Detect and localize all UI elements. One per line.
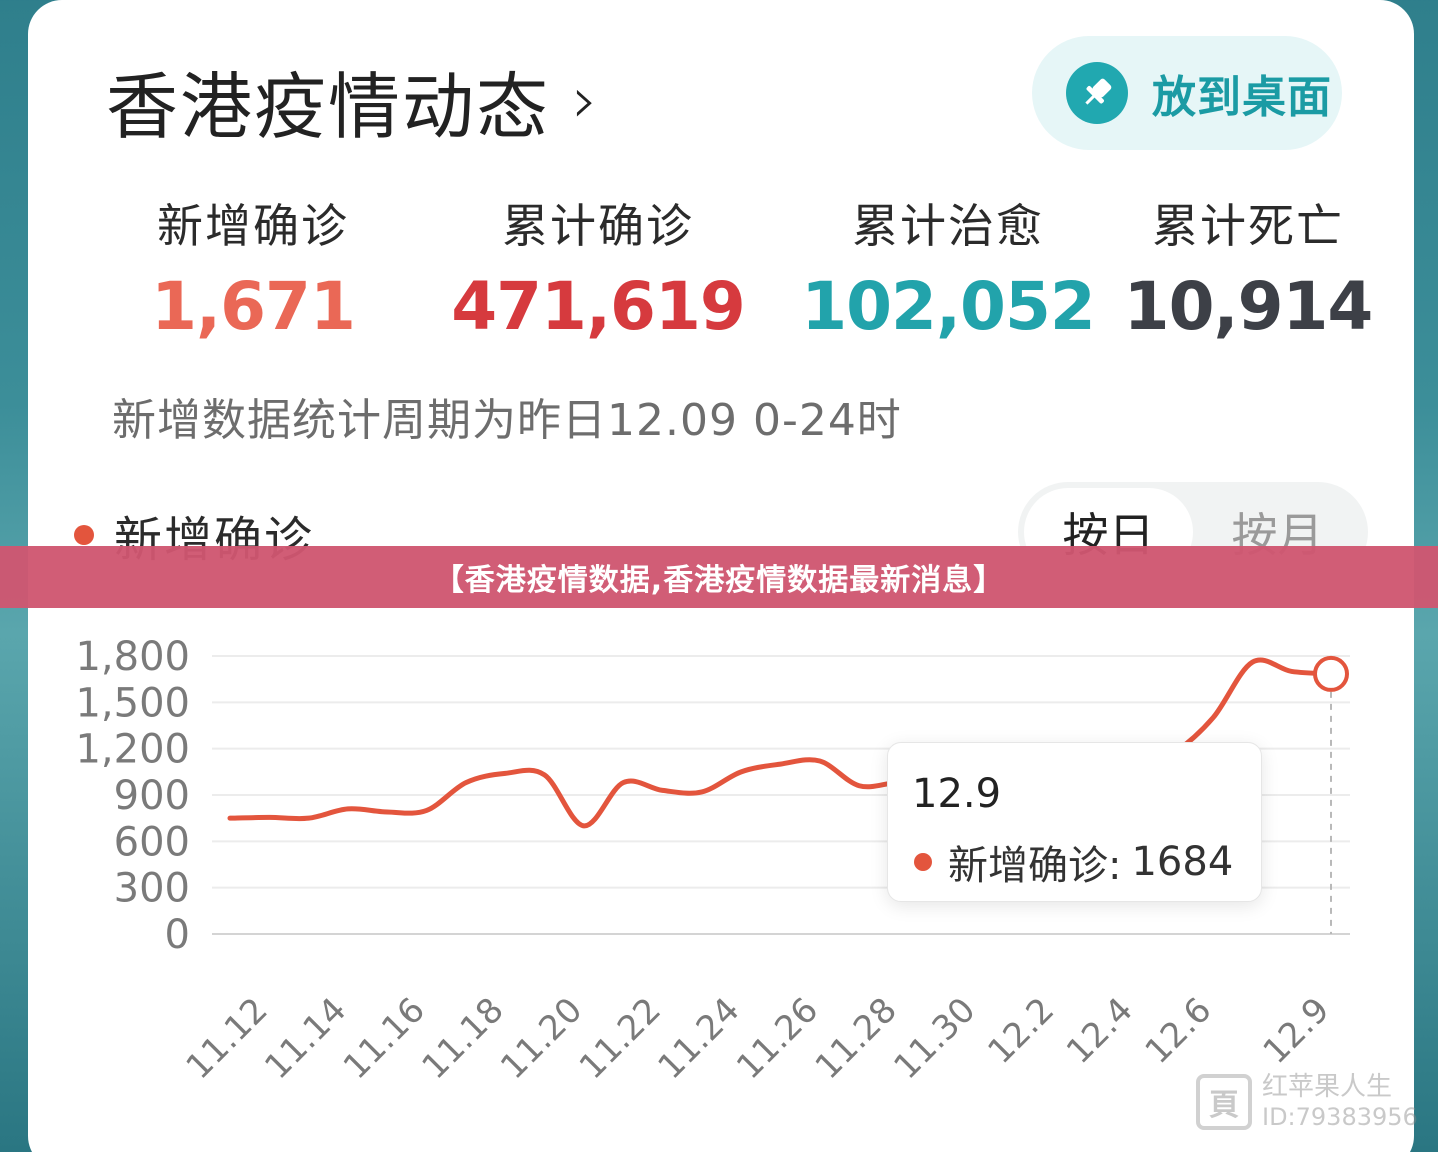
legend-dot [74, 525, 94, 545]
title-banner: 【香港疫情数据,香港疫情数据最新消息】 [0, 546, 1438, 608]
tooltip-row: 新增确诊: 1684 [914, 833, 1233, 891]
stat-label: 新增确诊 [157, 199, 349, 253]
stat-value: 1,671 [151, 268, 356, 345]
stat-total-confirmed: 累计确诊 471,619 [418, 190, 778, 345]
tooltip-value: 1684 [1131, 839, 1234, 885]
stat-value: 10,914 [1123, 268, 1374, 345]
stat-total-deaths: 累计死亡 10,914 [1118, 190, 1378, 345]
stat-label: 累计死亡 [1152, 199, 1344, 253]
page-title: 香港疫情动态 [106, 65, 551, 149]
stats-row: 新增确诊 1,671 累计确诊 471,619 累计治愈 102,052 累计死… [88, 190, 1408, 345]
period-note: 新增数据统计周期为昨日12.09 0-24时 [112, 395, 902, 446]
stat-total-recovered: 累计治愈 102,052 [778, 190, 1118, 345]
stat-value: 102,052 [801, 268, 1096, 345]
add-to-desktop-label: 放到桌面 [1152, 72, 1332, 123]
stat-label: 累计治愈 [852, 199, 1044, 253]
pin-icon [1066, 62, 1128, 124]
stat-value: 471,619 [451, 268, 746, 345]
stat-new-confirmed: 新增确诊 1,671 [88, 190, 418, 345]
watermark-name: 红苹果人生 [1262, 1072, 1393, 1102]
title-link[interactable]: 香港疫情动态 › [106, 48, 598, 153]
tooltip-label: 新增确诊: [948, 843, 1122, 889]
banner-text: 【香港疫情数据,香港疫情数据最新消息】 [433, 563, 1005, 598]
chevron-right-icon: › [572, 63, 598, 138]
add-to-desktop-button[interactable]: 放到桌面 [1032, 36, 1342, 150]
watermark: 頁 红苹果人生 ID:79383956 [1196, 1072, 1418, 1132]
watermark-id: ID:79383956 [1262, 1103, 1418, 1131]
tooltip-dot [914, 853, 932, 871]
stat-label: 累计确诊 [502, 199, 694, 253]
chart-tooltip: 12.9 新增确诊: 1684 [887, 742, 1262, 902]
tooltip-date: 12.9 [912, 771, 1002, 817]
watermark-text: 红苹果人生 ID:79383956 [1262, 1072, 1418, 1132]
watermark-logo-icon: 頁 [1196, 1074, 1252, 1130]
